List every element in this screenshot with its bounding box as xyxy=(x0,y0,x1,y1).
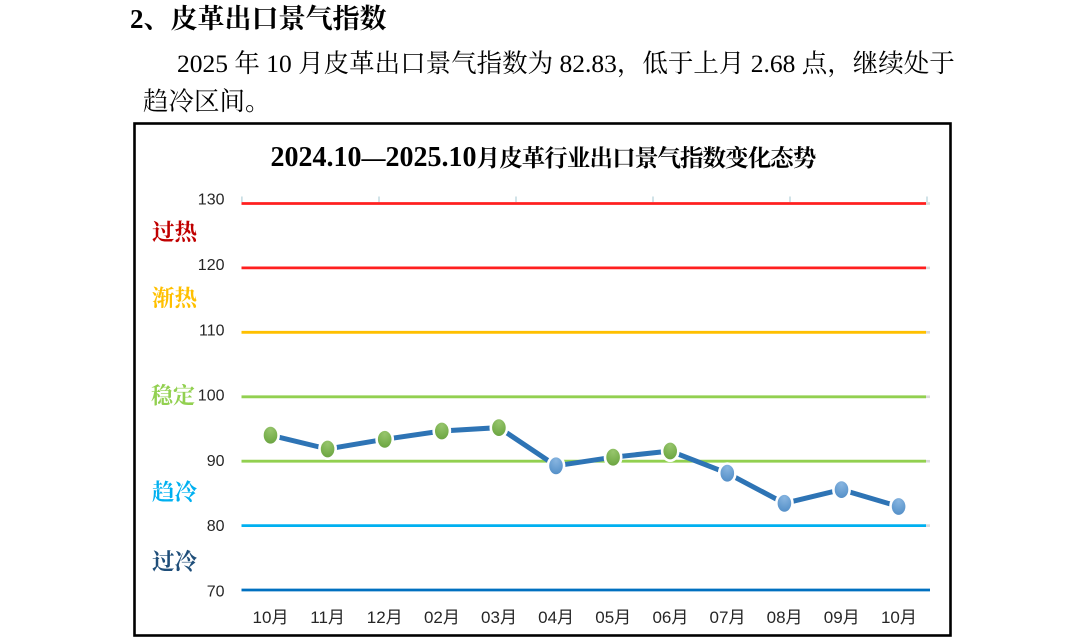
svg-text:03月: 03月 xyxy=(481,608,517,627)
svg-text:10月: 10月 xyxy=(881,608,917,627)
svg-text:06月: 06月 xyxy=(652,608,688,627)
svg-text:2024.10—2025.10月皮革行业出口景气指数变化态势: 2024.10—2025.10月皮革行业出口景气指数变化态势 xyxy=(271,142,816,173)
svg-text:渐热: 渐热 xyxy=(152,286,199,311)
svg-text:过冷: 过冷 xyxy=(152,548,198,574)
svg-text:110: 110 xyxy=(199,322,225,339)
svg-text:11月: 11月 xyxy=(310,608,345,627)
svg-text:稳定: 稳定 xyxy=(151,383,195,408)
svg-text:100: 100 xyxy=(198,388,225,405)
svg-text:07月: 07月 xyxy=(710,608,746,627)
svg-text:120: 120 xyxy=(198,257,225,274)
svg-text:04月: 04月 xyxy=(538,608,574,627)
svg-text:90: 90 xyxy=(207,453,225,470)
svg-text:80: 80 xyxy=(207,518,225,535)
svg-text:02月: 02月 xyxy=(424,608,460,627)
svg-text:10月: 10月 xyxy=(253,608,289,627)
svg-text:12月: 12月 xyxy=(367,608,403,627)
svg-text:05月: 05月 xyxy=(595,608,631,627)
svg-text:过热: 过热 xyxy=(152,220,199,245)
svg-text:09月: 09月 xyxy=(824,608,860,627)
svg-text:趋冷: 趋冷 xyxy=(152,479,198,505)
svg-text:130: 130 xyxy=(198,192,225,209)
svg-text:08月: 08月 xyxy=(767,608,803,627)
svg-text:70: 70 xyxy=(207,584,225,601)
